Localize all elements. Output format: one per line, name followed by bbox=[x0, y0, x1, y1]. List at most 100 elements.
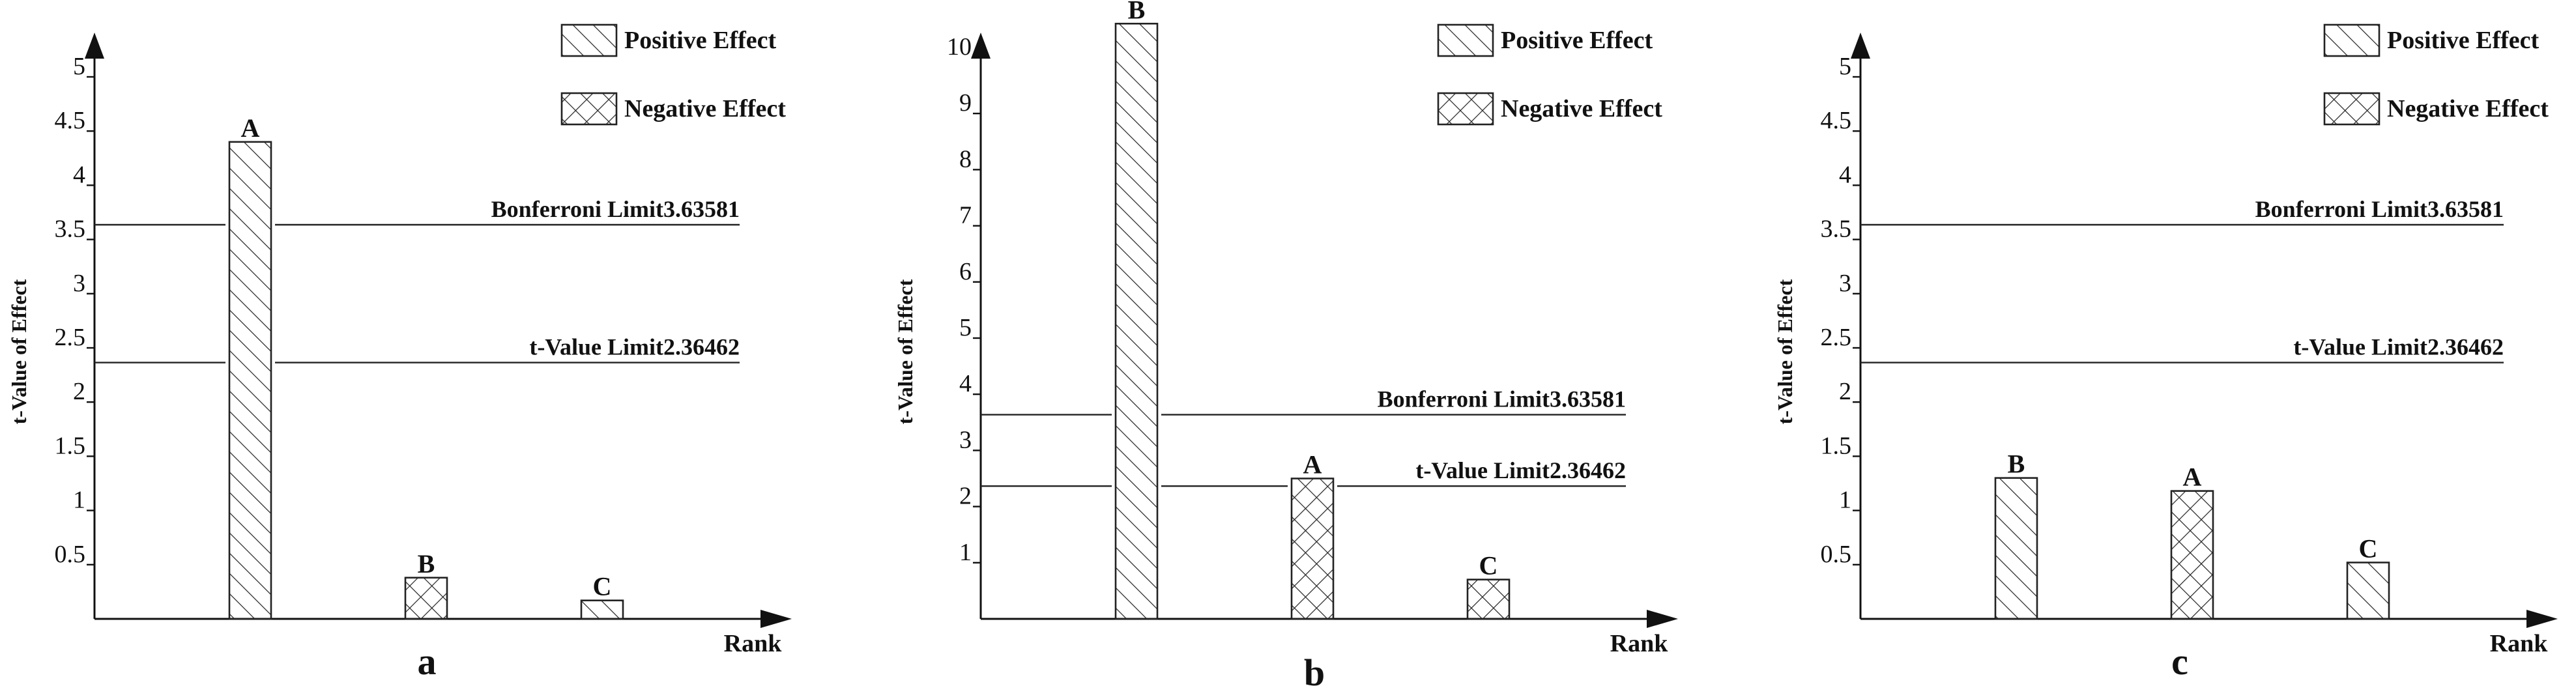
bar-B bbox=[1114, 22, 1159, 620]
legend-label: Positive Effect bbox=[1501, 27, 1653, 54]
bar-outline bbox=[2323, 23, 2381, 57]
bar-outline bbox=[560, 92, 618, 126]
limit-value: 2.36462 bbox=[1550, 457, 1626, 483]
bar-A bbox=[228, 141, 272, 620]
bar-label: A bbox=[241, 113, 260, 143]
chart-panel-c: 0.5 1 1.5 2 2.5 3 3.5 4 4.5 5 t-Value of Effect Ran… bbox=[1773, 23, 2558, 683]
bar-B bbox=[1994, 477, 2038, 620]
y-tick-label: 1 bbox=[1839, 487, 1851, 514]
y-tick-label: 0.5 bbox=[1821, 541, 1852, 568]
legend-label: Negative Effect bbox=[2387, 95, 2549, 122]
y-axis-arrow bbox=[1851, 33, 1870, 59]
legend-swatch-negative bbox=[2323, 92, 2381, 126]
legend-swatch-negative bbox=[560, 92, 618, 126]
bar-label: B bbox=[418, 549, 435, 578]
limit-label: t-Value Limit2.36462 bbox=[2293, 334, 2504, 360]
legend: Positive Effect Negative Effect bbox=[1437, 23, 1662, 126]
bar-hatch-b bbox=[2324, 93, 2379, 124]
legend-label: Positive Effect bbox=[624, 27, 777, 54]
legend-label: Negative Effect bbox=[624, 95, 786, 122]
bar-C bbox=[1466, 578, 1511, 620]
y-tick-label: 4.5 bbox=[1821, 107, 1852, 134]
bar-label: A bbox=[1303, 450, 1322, 479]
legend-swatch-positive bbox=[560, 23, 618, 57]
limit-label: Bonferroni Limit3.63581 bbox=[491, 196, 740, 222]
bar-outline bbox=[2170, 490, 2214, 620]
bar-label: C bbox=[1479, 551, 1498, 580]
panel-label: c bbox=[2171, 640, 2188, 683]
limit-name: t-Value Limit bbox=[2293, 334, 2427, 360]
bar-outline bbox=[580, 599, 624, 620]
y-tick-label: 2 bbox=[1839, 378, 1851, 405]
y-tick-label: 2.5 bbox=[55, 324, 86, 351]
x-axis-title: Rank bbox=[724, 630, 783, 657]
limit-value: 3.63581 bbox=[2427, 196, 2504, 222]
bar-hatch bbox=[1995, 478, 2037, 619]
bar-hatch-b bbox=[1292, 478, 1333, 619]
bar-hatch bbox=[581, 600, 623, 619]
y-tick-label: 4 bbox=[959, 370, 972, 397]
y-tick-label: 5 bbox=[1839, 53, 1851, 80]
y-tick-label: 3.5 bbox=[55, 216, 86, 243]
limit-label: Bonferroni Limit3.63581 bbox=[1378, 386, 1626, 412]
bar-A bbox=[2170, 490, 2214, 620]
limit-value: 3.63581 bbox=[663, 196, 740, 222]
y-tick-label: 5 bbox=[73, 53, 85, 80]
bar-hatch bbox=[562, 25, 616, 56]
chart-panel-b: 1 2 3 4 5 6 7 8 9 10 t-Value of Effect Rank b Bonferr… bbox=[893, 0, 1678, 694]
bar-hatch-b bbox=[1468, 579, 1509, 619]
bar-outline bbox=[2323, 92, 2381, 126]
y-tick-label: 4 bbox=[73, 161, 85, 188]
limit-label: t-Value Limit2.36462 bbox=[529, 334, 740, 360]
bar-B bbox=[404, 577, 448, 620]
x-axis-title: Rank bbox=[2490, 630, 2549, 657]
legend-label: Negative Effect bbox=[1501, 95, 1662, 122]
bar-hatch-b bbox=[405, 577, 447, 619]
bar-label: C bbox=[593, 572, 612, 601]
legend-label: Positive Effect bbox=[2387, 27, 2540, 54]
limit-label: t-Value Limit2.36462 bbox=[1415, 457, 1626, 483]
bar-hatch bbox=[1438, 25, 1493, 56]
y-tick-label: 0.5 bbox=[55, 541, 86, 568]
y-tick-label: 3 bbox=[1839, 270, 1851, 297]
bar-hatch-b bbox=[2171, 491, 2213, 619]
panel-label: a bbox=[418, 640, 437, 683]
bar-outline bbox=[1114, 22, 1159, 620]
y-tick-label: 5 bbox=[959, 314, 972, 341]
limit-label: Bonferroni Limit3.63581 bbox=[2255, 196, 2504, 222]
bar-outline bbox=[404, 577, 448, 620]
y-axis-arrow bbox=[971, 33, 991, 59]
bar-outline bbox=[1290, 478, 1335, 620]
limit-name: Bonferroni Limit bbox=[2255, 196, 2427, 222]
y-tick-label: 10 bbox=[947, 33, 972, 61]
limit-value: 2.36462 bbox=[2427, 334, 2504, 360]
x-axis-arrow bbox=[1647, 610, 1678, 628]
limit-value: 2.36462 bbox=[663, 334, 740, 360]
y-tick-label: 2 bbox=[73, 378, 85, 405]
y-tick-label: 1.5 bbox=[1821, 432, 1852, 459]
limit-value: 3.63581 bbox=[1550, 386, 1626, 412]
bar-outline bbox=[1437, 23, 1494, 57]
bar-outline bbox=[1437, 92, 1494, 126]
bar-label: A bbox=[2183, 463, 2202, 492]
bar-label: B bbox=[1128, 0, 1146, 24]
legend: Positive Effect Negative Effect bbox=[560, 23, 786, 126]
limit-name: t-Value Limit bbox=[529, 334, 663, 360]
bar-label: C bbox=[2359, 534, 2378, 563]
y-tick-label: 2 bbox=[959, 483, 972, 510]
bar-outline bbox=[1994, 477, 2038, 620]
bar-hatch bbox=[229, 141, 271, 620]
bar-hatch bbox=[1116, 23, 1157, 619]
y-tick-label: 6 bbox=[959, 258, 972, 285]
y-tick-label: 1.5 bbox=[55, 432, 86, 459]
x-axis-arrow bbox=[760, 610, 792, 628]
y-tick-label: 3 bbox=[959, 426, 972, 453]
bar-hatch-b bbox=[562, 93, 616, 124]
chart-panel-a: 0.5 1 1.5 2 2.5 3 3.5 4 4.5 5 t-Value of Effect Ran… bbox=[7, 23, 792, 683]
limit-name: Bonferroni Limit bbox=[1378, 386, 1550, 412]
limit-name: t-Value Limit bbox=[1415, 457, 1550, 483]
bar-hatch-b bbox=[1438, 93, 1493, 124]
y-tick-label: 7 bbox=[959, 202, 972, 229]
bar-outline bbox=[1466, 578, 1511, 620]
